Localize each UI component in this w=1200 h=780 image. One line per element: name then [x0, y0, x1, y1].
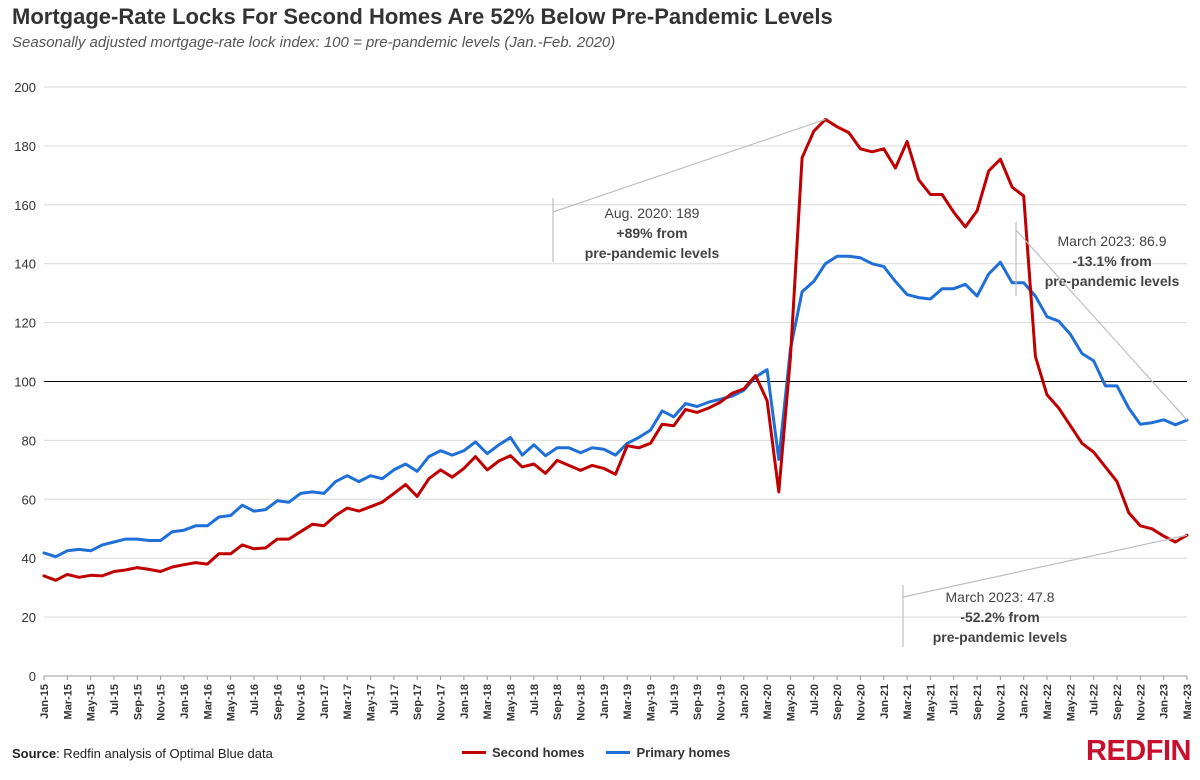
- callout-second-leader: [902, 534, 1188, 598]
- annotation-second-detail-1: -52.2% from: [960, 609, 1039, 625]
- x-tick-label: Sep-19: [692, 684, 704, 720]
- x-tick-label: Nov-15: [156, 684, 168, 721]
- series-line-second-homes: [42, 117, 1189, 582]
- series-line-primary-homes: [42, 254, 1189, 559]
- y-tick-label: 140: [14, 257, 36, 272]
- y-tick-label: 120: [14, 316, 36, 331]
- x-tick-label: Jul-16: [249, 684, 261, 716]
- annotation-primary-detail-2: pre-pandemic levels: [1045, 273, 1180, 289]
- x-tick-label: Nov-22: [1135, 684, 1147, 721]
- x-tick-label: Jan-18: [459, 684, 471, 719]
- callout-peak-leader: [552, 118, 826, 213]
- x-tick-label: Sep-15: [132, 684, 144, 720]
- x-tick-label: Mar-20: [762, 684, 774, 719]
- series-lines: [42, 117, 1189, 582]
- y-tick-label: 20: [22, 610, 36, 625]
- y-tick-label: 40: [22, 551, 36, 566]
- x-tick-label: Jan-22: [1019, 684, 1031, 719]
- x-tick-label: Jul-15: [109, 684, 121, 716]
- source-text: : Redfin analysis of Optimal Blue data: [56, 746, 273, 761]
- x-tick-label: Sep-18: [552, 684, 564, 720]
- x-tick-label: Sep-21: [972, 684, 984, 720]
- x-tick-label: Mar-19: [622, 684, 634, 719]
- chart-subtitle: Seasonally adjusted mortgage-rate lock i…: [12, 34, 616, 51]
- x-axis-ticks: Jan-15 Mar-15 May-15 Jul-15 Sep-15 Nov-15 Jan-…: [39, 676, 1194, 721]
- x-tick-label: Nov-21: [995, 684, 1007, 721]
- y-tick-label: 100: [14, 375, 36, 390]
- x-tick-label: Mar-18: [482, 684, 494, 719]
- x-tick-label: Mar-21: [902, 684, 914, 719]
- x-tick-label: Sep-22: [1112, 684, 1124, 720]
- x-tick-label: Nov-19: [715, 684, 727, 721]
- x-tick-label: Sep-17: [412, 684, 424, 720]
- legend-swatch-primary-homes: [606, 751, 631, 754]
- x-tick-label: Nov-18: [576, 684, 588, 721]
- y-tick-label: 160: [14, 198, 36, 213]
- source-note: Source: Redfin analysis of Optimal Blue …: [12, 746, 273, 761]
- x-tick-label: Jul-19: [669, 684, 681, 716]
- x-tick-label: Mar-17: [342, 684, 354, 719]
- chart-title: Mortgage-Rate Locks For Second Homes Are…: [12, 4, 833, 29]
- x-tick-label: Jan-23: [1159, 684, 1171, 719]
- y-tick-label: 200: [14, 80, 36, 95]
- x-tick-label: Sep-20: [832, 684, 844, 720]
- legend-item-second-homes: Second homes: [462, 745, 584, 760]
- x-tick-label: May-17: [366, 684, 378, 721]
- annotation-primary-detail-1: -13.1% from: [1072, 253, 1151, 269]
- annotation-callouts: Aug. 2020: 189 +89% from pre-pandemic le…: [552, 118, 1188, 647]
- x-tick-label: Mar-23: [1182, 684, 1194, 719]
- x-tick-label: Jul-18: [529, 684, 541, 716]
- x-tick-label: May-15: [86, 684, 98, 721]
- legend: Second homes Primary homes: [462, 745, 730, 760]
- annotation-peak-label: Aug. 2020: 189: [605, 205, 700, 221]
- x-tick-label: May-16: [226, 684, 238, 721]
- annotation-primary-label: March 2023: 86.9: [1058, 233, 1167, 249]
- legend-swatch-second-homes: [462, 751, 486, 754]
- callout-primary-leader: [1015, 229, 1188, 421]
- x-tick-label: Jan-19: [599, 684, 611, 719]
- x-tick-label: Sep-16: [272, 684, 284, 720]
- x-tick-label: May-19: [645, 684, 657, 721]
- x-tick-label: Mar-15: [62, 684, 74, 719]
- legend-label-primary-homes: Primary homes: [636, 745, 731, 760]
- x-tick-label: May-18: [506, 684, 518, 721]
- x-tick-label: Jul-22: [1089, 684, 1101, 716]
- x-tick-label: Nov-16: [296, 684, 308, 721]
- x-tick-label: Jul-17: [389, 684, 401, 716]
- x-tick-label: Mar-22: [1042, 684, 1054, 719]
- y-tick-label: 0: [29, 669, 36, 684]
- annotation-second-detail-2: pre-pandemic levels: [933, 629, 1068, 645]
- x-tick-label: Jul-21: [949, 684, 961, 716]
- source-label: Source: [12, 746, 57, 761]
- x-tick-label: Mar-16: [202, 684, 214, 719]
- y-tick-label: 80: [22, 433, 36, 448]
- annotation-second-label: March 2023: 47.8: [946, 589, 1055, 605]
- x-tick-label: May-22: [1065, 684, 1077, 721]
- y-tick-label: 60: [22, 492, 36, 507]
- y-axis-ticks: 0 20 40 60 80 100 120 140 160 180 200: [14, 80, 36, 684]
- x-tick-label: Jan-15: [39, 684, 51, 719]
- redfin-logo: REDFIN: [1086, 735, 1191, 767]
- annotation-peak-detail-1: +89% from: [616, 225, 687, 241]
- x-tick-label: Jan-20: [739, 684, 751, 719]
- x-tick-label: Jan-17: [319, 684, 331, 719]
- legend-label-second-homes: Second homes: [492, 745, 585, 760]
- x-tick-label: Nov-17: [436, 684, 448, 721]
- x-tick-label: May-20: [785, 684, 797, 721]
- x-tick-label: Jan-21: [879, 684, 891, 719]
- annotation-peak-detail-2: pre-pandemic levels: [585, 245, 720, 261]
- x-tick-label: Jul-20: [809, 684, 821, 716]
- y-tick-label: 180: [14, 139, 36, 154]
- legend-item-primary-homes: Primary homes: [606, 745, 730, 760]
- x-tick-label: Nov-20: [855, 684, 867, 721]
- x-tick-label: Jan-16: [179, 684, 191, 719]
- x-tick-label: May-21: [925, 684, 937, 721]
